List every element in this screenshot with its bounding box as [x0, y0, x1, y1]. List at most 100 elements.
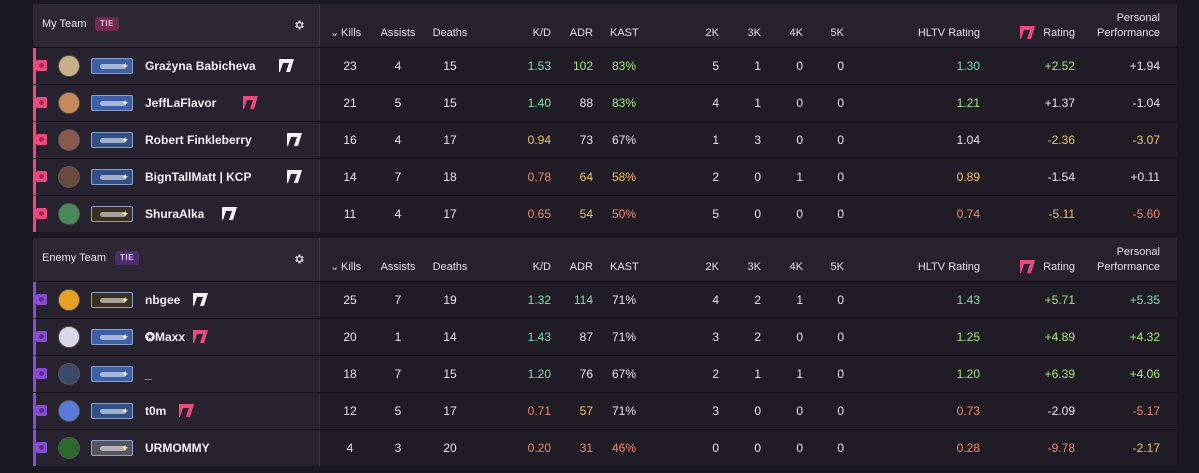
col-deaths[interactable]: Deaths — [432, 27, 468, 39]
stat-kd: 0.94 — [527, 133, 551, 147]
stat-hltv: 0.73 — [956, 404, 980, 418]
stat-deaths: 18 — [443, 170, 457, 184]
col-adr[interactable]: ADR — [569, 261, 593, 273]
col-deaths[interactable]: Deaths — [432, 261, 468, 273]
stat-hltv: 1.21 — [956, 96, 980, 110]
player-name[interactable]: BignTallMatt | KCP — [145, 170, 252, 184]
avatar[interactable] — [58, 363, 80, 385]
stat-assists: 1 — [394, 330, 402, 344]
leetify-profile-icon[interactable] — [287, 133, 302, 146]
gear-icon[interactable] — [293, 19, 305, 31]
stat-k3: 2 — [754, 330, 761, 344]
stat-k5: 0 — [837, 59, 844, 73]
avatar[interactable] — [58, 166, 80, 188]
player-name[interactable]: ShuraAlka — [145, 207, 205, 221]
col-kills[interactable]: Kills — [341, 27, 362, 39]
player-row[interactable]: ✦ _ 18 7 15 1.20 76 67% 2 1 1 0 1.20 +6.39 +4.06 — [33, 355, 1177, 392]
player-name[interactable]: Robert Finkleberry — [145, 133, 252, 147]
player-row[interactable]: ✦ t0m 12 5 17 0.71 57 71% 3 0 0 0 0.73 -2.09 -5.17 — [33, 392, 1177, 429]
col-personal-line2[interactable]: Performance — [1097, 261, 1160, 273]
avatar[interactable] — [58, 289, 80, 311]
col-rating[interactable]: Rating — [1043, 27, 1075, 39]
stat-k5: 0 — [837, 96, 844, 110]
stat-k4: 1 — [796, 367, 803, 381]
col-hltv-rating[interactable]: HLTV Rating — [917, 27, 980, 39]
col-2k[interactable]: 2K — [705, 27, 719, 39]
player-row[interactable]: ✦ Grażyna Babicheva 23 4 15 1.53 102 83% 5 1 0 0 1.… — [33, 47, 1177, 84]
col-personal-line2[interactable]: Performance — [1097, 27, 1160, 39]
player-row[interactable]: ✦ BignTallMatt | KCP 14 7 18 0.78 64 58% 2 0 1 0 0.… — [33, 158, 1177, 195]
player-name[interactable]: nbgee — [145, 293, 181, 307]
avatar[interactable] — [58, 437, 80, 459]
col-rating[interactable]: Rating — [1043, 261, 1075, 273]
avatar[interactable] — [58, 55, 80, 77]
col-3k[interactable]: 3K — [747, 261, 761, 273]
col-kd[interactable]: K/D — [532, 261, 551, 273]
col-kast[interactable]: KAST — [610, 27, 639, 39]
player-name[interactable]: ✪Maxx — [145, 330, 186, 344]
avatar[interactable] — [58, 326, 80, 348]
team-color-stripe — [33, 282, 36, 318]
avatar[interactable] — [58, 203, 80, 225]
stat-rating: -2.09 — [1047, 404, 1075, 418]
stat-rating: -2.36 — [1047, 133, 1075, 147]
stat-deaths: 20 — [443, 441, 457, 455]
stat-pp: +0.11 — [1130, 170, 1160, 184]
player-rows: ✦ Grażyna Babicheva 23 4 15 1.53 102 83% 5 1 0 0 1.… — [33, 47, 1177, 232]
player-row[interactable]: ✦ nbgee 25 7 19 1.32 114 71% 4 2 1 0 1.43 +5.71 +5.35 — [33, 281, 1177, 318]
rank-badge-icon: ✦ — [91, 169, 133, 185]
team-side-icon — [36, 171, 47, 182]
player-row[interactable]: ✦ ✪Maxx 20 1 14 1.43 87 71% 3 2 0 0 1.25 +4.89 +4.32 — [33, 318, 1177, 355]
leetify-profile-icon[interactable] — [179, 404, 194, 417]
col-hltv-rating[interactable]: HLTV Rating — [917, 261, 980, 273]
leetify-profile-icon[interactable] — [193, 293, 208, 306]
avatar[interactable] — [58, 92, 80, 114]
stat-k5: 0 — [837, 367, 844, 381]
stat-k2: 4 — [712, 96, 719, 110]
leetify-profile-icon[interactable] — [243, 96, 258, 109]
leetify-profile-icon[interactable] — [222, 207, 237, 220]
rank-badge-icon: ✦ — [91, 440, 133, 456]
stat-adr: 64 — [579, 170, 593, 184]
col-assists[interactable]: Assists — [380, 261, 416, 273]
col-4k[interactable]: 4K — [789, 261, 803, 273]
stat-k5: 0 — [837, 133, 844, 147]
player-row[interactable]: ✦ ShuraAlka 11 4 17 0.65 54 50% 5 0 0 0 0.74 -5.11 -5… — [33, 195, 1177, 232]
col-kills[interactable]: Kills — [341, 261, 362, 273]
player-name[interactable]: JeffLaFlavor — [145, 96, 217, 110]
stat-kd: 1.32 — [527, 293, 551, 307]
player-name[interactable]: URMOMMY — [145, 441, 210, 455]
rank-badge-icon: ✦ — [91, 132, 133, 148]
col-kd[interactable]: K/D — [532, 27, 551, 39]
leetify-profile-icon[interactable] — [193, 330, 208, 343]
stat-k3: 0 — [754, 170, 761, 184]
sort-chevron-icon[interactable]: ⌄ — [330, 261, 340, 273]
col-personal-line1[interactable]: Personal — [1116, 246, 1160, 258]
col-3k[interactable]: 3K — [747, 27, 761, 39]
col-assists[interactable]: Assists — [380, 27, 416, 39]
gear-icon[interactable] — [293, 253, 305, 265]
player-name[interactable]: t0m — [145, 404, 167, 418]
col-2k[interactable]: 2K — [705, 261, 719, 273]
leetify-profile-icon[interactable] — [279, 59, 294, 72]
col-5k[interactable]: 5K — [830, 261, 844, 273]
player-name[interactable]: Grażyna Babicheva — [145, 59, 256, 73]
stat-k2: 2 — [712, 170, 719, 184]
stat-k5: 0 — [837, 441, 844, 455]
avatar[interactable] — [58, 129, 80, 151]
player-row[interactable]: ✦ JeffLaFlavor 21 5 15 1.40 88 83% 4 1 0 0 1.21 +1.3… — [33, 84, 1177, 121]
team-color-stripe — [33, 159, 36, 195]
player-row[interactable]: ✦ Robert Finkleberry 16 4 17 0.94 73 67% 1 3 0 0 1.… — [33, 121, 1177, 158]
player-identity: ✦ Grażyna Babicheva — [33, 48, 320, 84]
player-row[interactable]: ✦ URMOMMY 4 3 20 0.20 31 46% 0 0 0 0 0.28 -9.78 -2.17 — [33, 429, 1177, 466]
stat-hltv: 0.74 — [956, 207, 980, 221]
col-kast[interactable]: KAST — [610, 261, 639, 273]
col-personal-line1[interactable]: Personal — [1116, 12, 1160, 24]
avatar[interactable] — [58, 400, 80, 422]
player-name[interactable]: _ — [145, 367, 152, 381]
col-adr[interactable]: ADR — [569, 27, 593, 39]
leetify-profile-icon[interactable] — [287, 170, 302, 183]
col-5k[interactable]: 5K — [830, 27, 844, 39]
col-4k[interactable]: 4K — [789, 27, 803, 39]
sort-chevron-icon[interactable]: ⌄ — [330, 27, 340, 39]
